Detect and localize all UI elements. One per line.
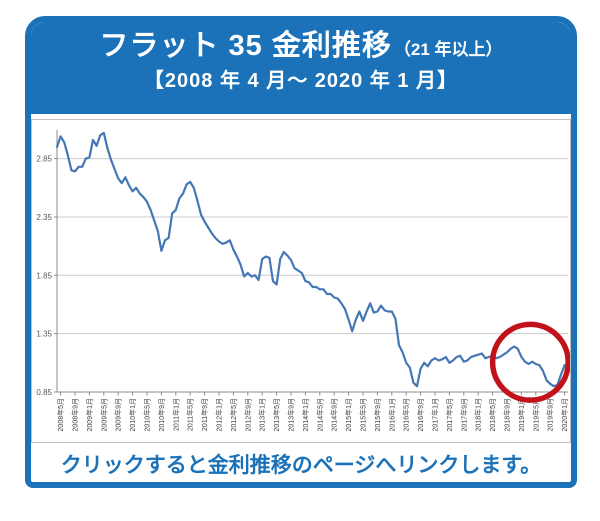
chart-title-line: フラット 35 金利推移 （21 年以上） <box>31 29 571 68</box>
x-axis-label: 2015年1月 <box>344 398 353 431</box>
footer-link-hint-row: クリックすると金利推移のページへリンクします。 <box>31 444 571 482</box>
y-axis-label: 2.85 <box>36 155 52 164</box>
x-axis-label: 2014年1月 <box>301 398 310 431</box>
x-axis-label: 2009年5月 <box>99 398 108 431</box>
x-axis-label: 2012年5月 <box>229 398 238 431</box>
x-axis-label: 2010年5月 <box>143 398 152 431</box>
y-axis-label: 0.85 <box>36 388 52 397</box>
x-axis-label: 2012年1月 <box>215 398 224 431</box>
y-axis-label: 1.35 <box>36 330 52 339</box>
x-axis-label: 2014年5月 <box>315 398 324 431</box>
x-axis-label: 2010年1月 <box>128 398 137 431</box>
rate-line-chart-svg: 2.85 2.35 1.85 1.35 0.85 2008年5月 2008年9月 2009年1… <box>36 130 570 431</box>
x-axis-label: 2019年5月 <box>531 398 540 431</box>
x-axis-label: 2013年1月 <box>258 398 267 431</box>
x-axis-label: 2009年9月 <box>114 398 123 431</box>
y-axis-label: 2.35 <box>36 213 52 222</box>
rate-line-chart: 2.85 2.35 1.85 1.35 0.85 2008年5月 2008年9月 2009年1… <box>31 119 571 443</box>
flat35-rate-chart-link-card[interactable]: フラット 35 金利推移 （21 年以上） 【2008 年 4 月～ 2020 年… <box>25 16 577 488</box>
x-axis-label: 2019年1月 <box>517 398 526 431</box>
x-axis-label: 2016年1月 <box>387 398 396 431</box>
y-axis-label: 1.85 <box>36 271 52 280</box>
x-axis-label: 2017年9月 <box>459 398 468 431</box>
x-axis-label: 2017年1月 <box>431 398 440 431</box>
x-axis-label: 2018年9月 <box>503 398 512 431</box>
chart-subtitle-period: 【2008 年 4 月～ 2020 年 1 月】 <box>143 70 459 92</box>
x-axis-label: 2014年9月 <box>330 398 339 431</box>
x-axis-label: 2013年9月 <box>287 398 296 431</box>
x-axis-label: 2008年9月 <box>71 398 80 431</box>
chart-header-band: フラット 35 金利推移 （21 年以上） 【2008 年 4 月～ 2020 年… <box>31 22 571 114</box>
x-axis-label: 2018年1月 <box>474 398 483 431</box>
x-axis-label: 2013年5月 <box>272 398 281 431</box>
x-axis-label: 2009年1月 <box>85 398 94 431</box>
x-axis-label: 2016年9月 <box>416 398 425 431</box>
x-axis-label: 2016年5月 <box>402 398 411 431</box>
chart-title: フラット 35 金利推移 <box>99 30 392 62</box>
x-axis-label: 2015年9月 <box>373 398 382 431</box>
highlight-circle-annotation <box>489 321 570 403</box>
x-axis-label: 2020年1月 <box>560 398 569 431</box>
footer-link-hint: クリックすると金利推移のページへリンクします。 <box>60 454 542 477</box>
x-axis-label: 2011年5月 <box>186 398 195 431</box>
x-axis-label: 2012年9月 <box>243 398 252 431</box>
x-axis-label: 2011年1月 <box>171 398 180 431</box>
x-axis-label: 2011年9月 <box>200 398 209 431</box>
x-axis-label: 2018年5月 <box>488 398 497 431</box>
x-axis-label: 2010年9月 <box>157 398 166 431</box>
interest-rate-line <box>55 131 566 388</box>
chart-title-qualifier: （21 年以上） <box>393 40 503 59</box>
x-axis-label: 2017年5月 <box>445 398 454 431</box>
x-axis-label: 2015年5月 <box>359 398 368 431</box>
x-axis-label: 2008年5月 <box>56 398 65 431</box>
x-axis-label: 2019年9月 <box>546 398 555 431</box>
